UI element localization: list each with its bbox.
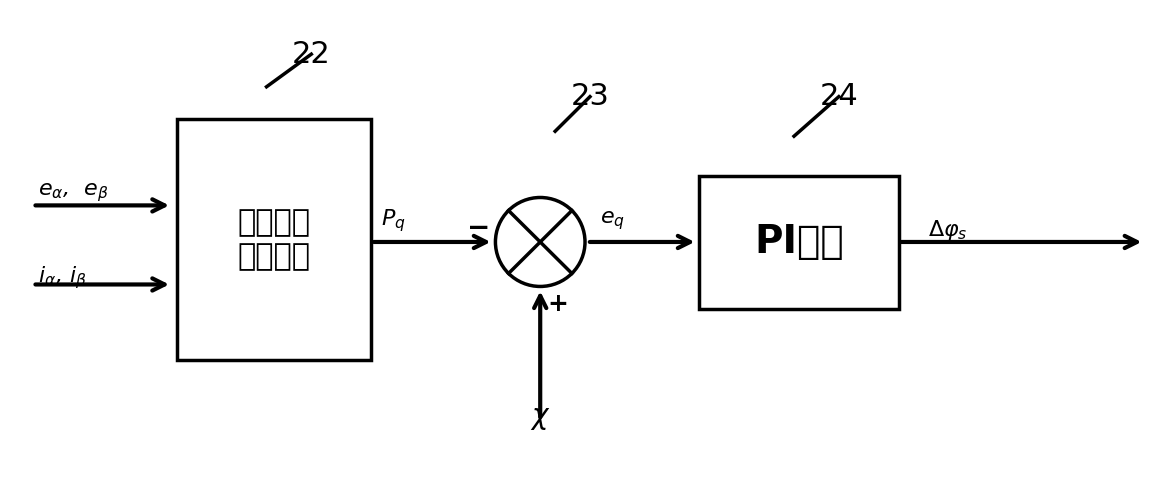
Text: 23: 23	[571, 82, 609, 111]
Text: 无功功率
计算模块: 无功功率 计算模块	[238, 208, 311, 271]
Text: PI模块: PI模块	[754, 224, 844, 262]
Bar	[177, 119, 372, 360]
Text: $\chi$: $\chi$	[530, 404, 551, 432]
Text: 24: 24	[819, 82, 858, 111]
Text: $i_{\alpha}$, $i_{\beta}$: $i_{\alpha}$, $i_{\beta}$	[38, 264, 87, 291]
Text: $e_{\alpha}$,  $e_{\beta}$: $e_{\alpha}$, $e_{\beta}$	[38, 181, 109, 204]
Text: +: +	[547, 292, 568, 316]
Text: 22: 22	[292, 40, 331, 68]
Text: −: −	[466, 214, 490, 242]
Text: $\Delta \varphi_s$: $\Delta \varphi_s$	[928, 218, 968, 242]
Text: $e_q$: $e_q$	[600, 209, 625, 232]
Bar	[700, 176, 899, 309]
Text: $P_q$: $P_q$	[381, 207, 406, 234]
